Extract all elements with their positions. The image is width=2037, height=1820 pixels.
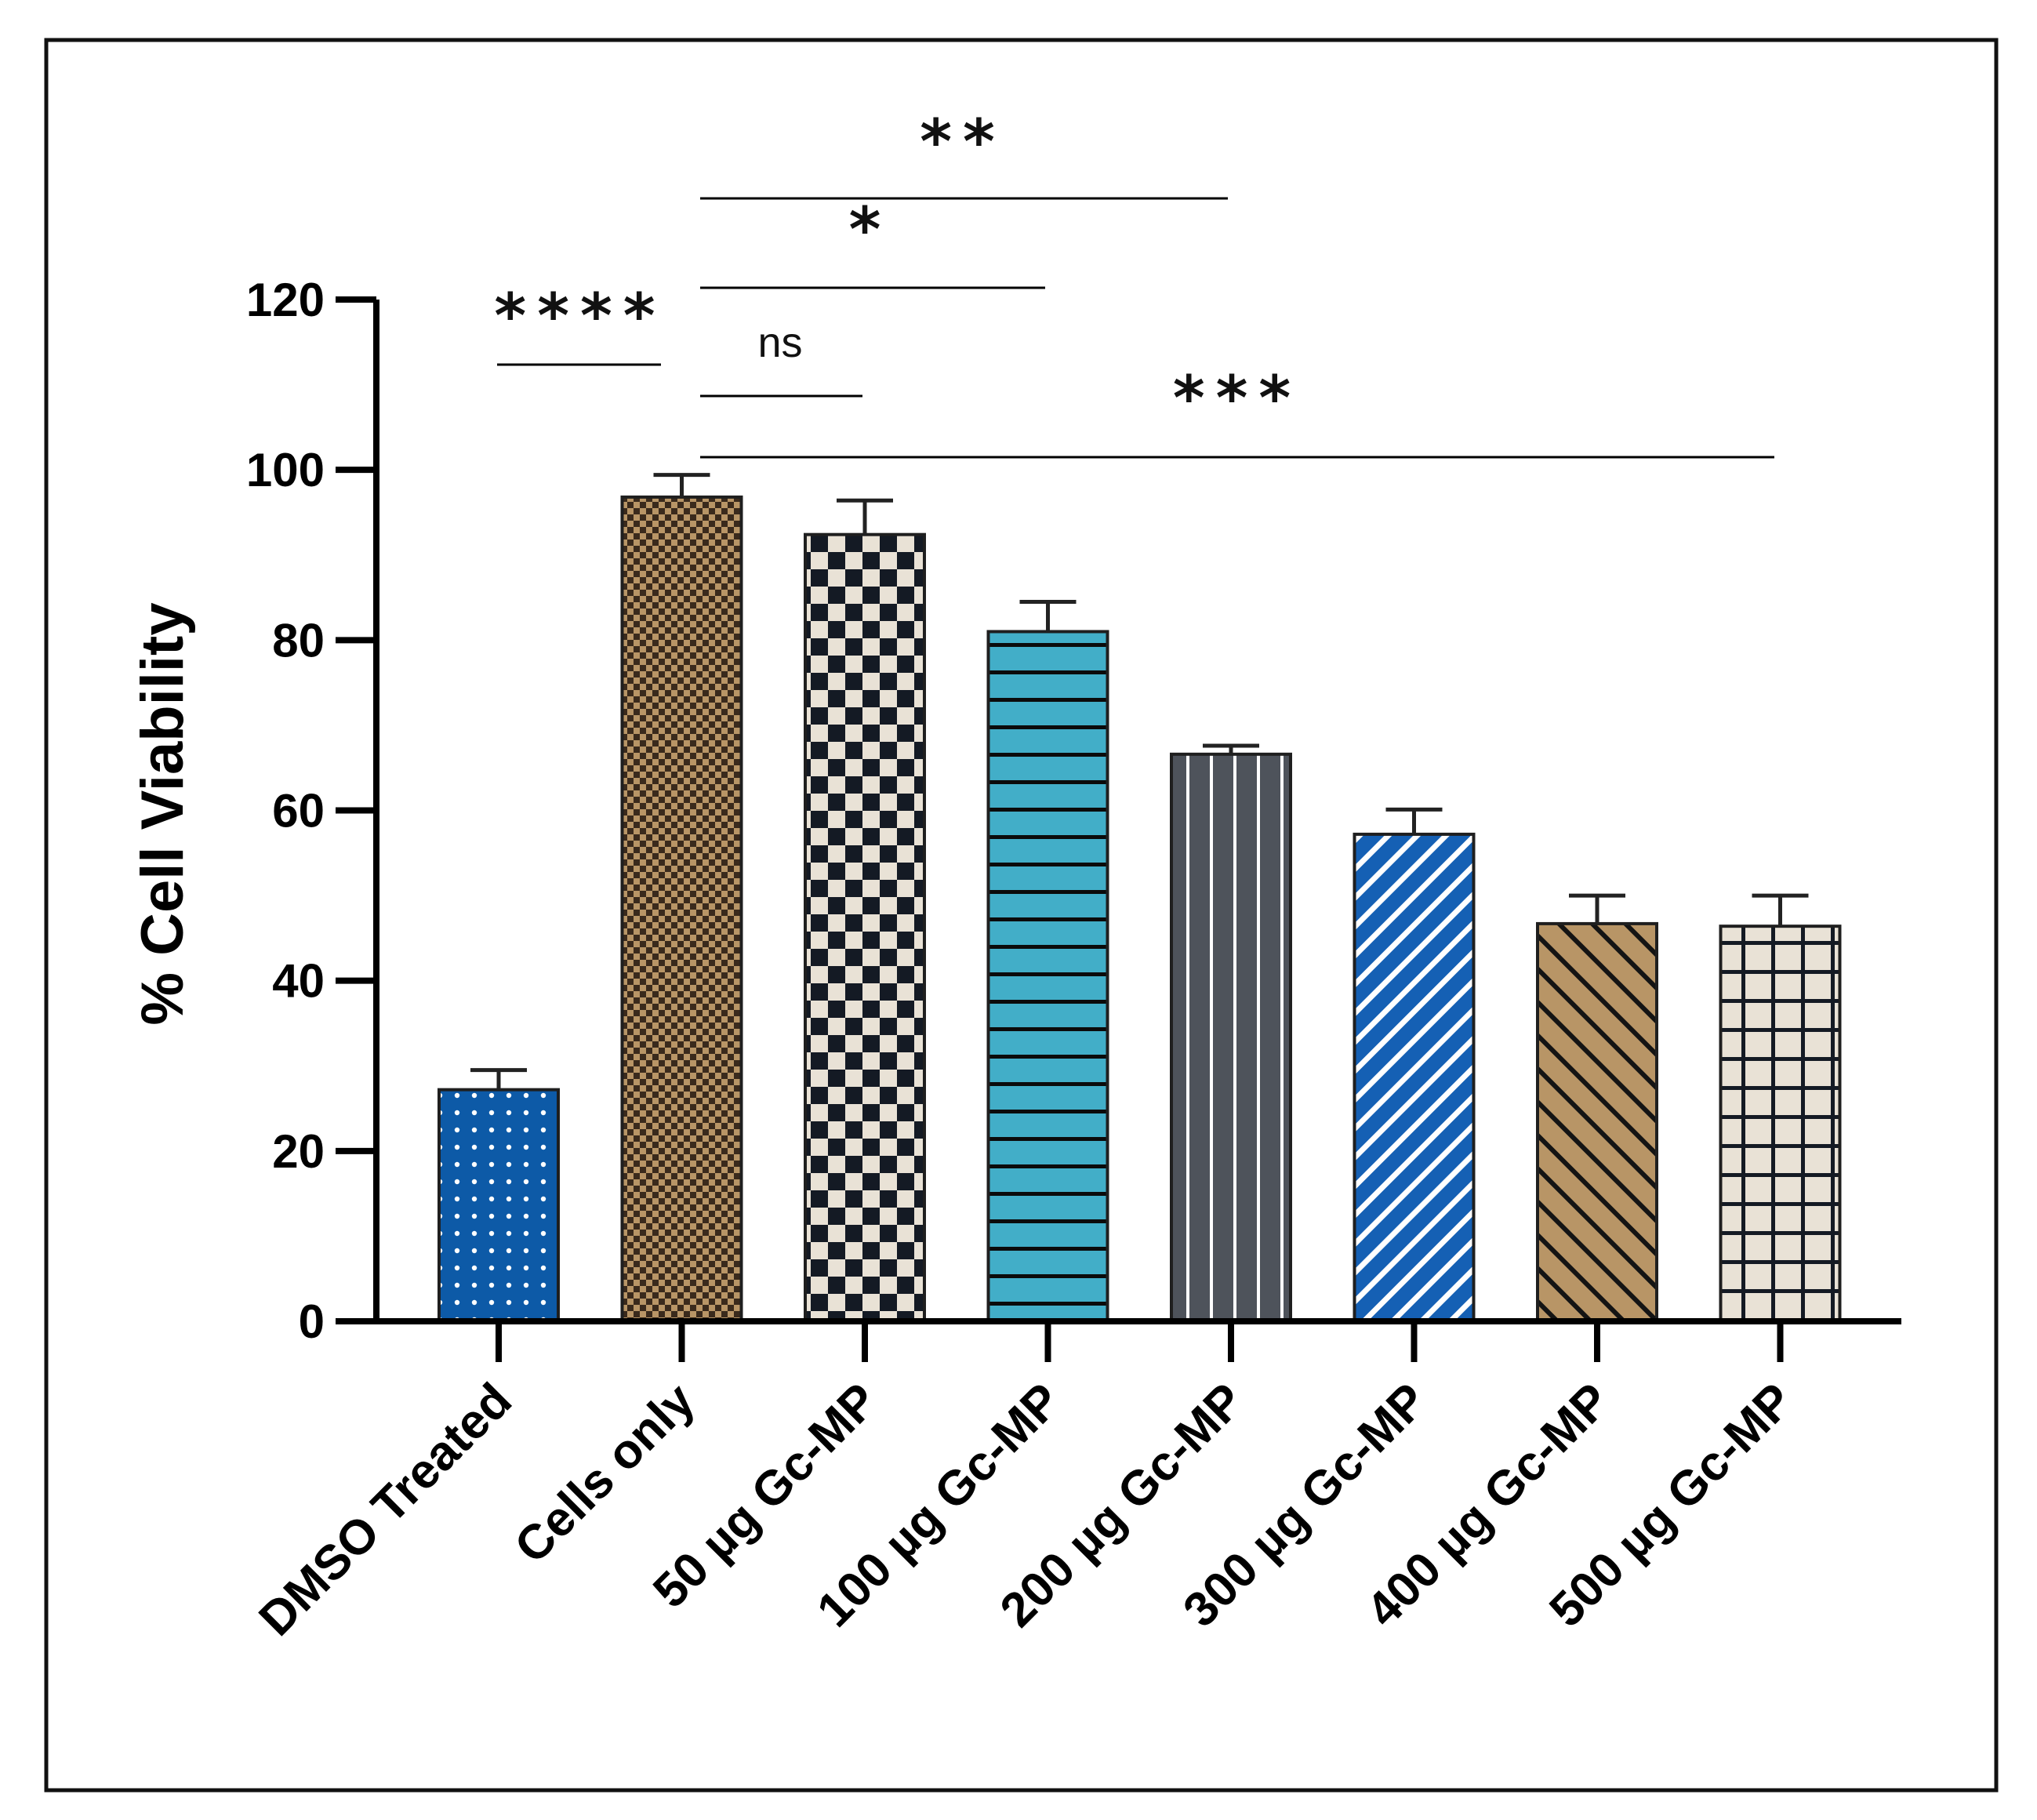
y-tick-label-20: 20 xyxy=(272,1125,325,1178)
y-tick-label-100: 100 xyxy=(246,444,325,496)
y-tick-label-120: 120 xyxy=(246,274,325,326)
y-tick-label-80: 80 xyxy=(272,614,325,667)
bar-3 xyxy=(986,630,1109,1323)
x-tick-label-0: DMSO Treated xyxy=(249,1373,521,1646)
significance-label-2: * xyxy=(849,195,892,266)
significance-annotations: **** ns****** xyxy=(494,107,1774,459)
significance-label-1: ns xyxy=(757,319,802,366)
bar-2 xyxy=(804,532,926,1323)
bar-7 xyxy=(1719,925,1842,1323)
bar-0 xyxy=(438,1088,560,1323)
x-tick-label-1: Cells only xyxy=(505,1373,706,1574)
y-tick-label-60: 60 xyxy=(272,785,325,837)
significance-label-4: *** xyxy=(1173,364,1302,434)
bar-5 xyxy=(1353,832,1476,1323)
significance-label-0: **** xyxy=(494,282,666,352)
figure-frame xyxy=(44,38,1999,1793)
y-tick-label-40: 40 xyxy=(272,955,325,1008)
significance-label-3: ** xyxy=(920,107,1006,178)
bars xyxy=(438,495,1842,1324)
bar-6 xyxy=(1536,921,1658,1324)
bar-1 xyxy=(620,495,743,1323)
y-tick-label-0: 0 xyxy=(299,1295,325,1348)
axes xyxy=(373,300,1901,1324)
error-bars xyxy=(470,473,1809,1090)
y-axis-title: % Cell Viability xyxy=(129,602,196,1025)
bar-4 xyxy=(1170,752,1292,1323)
y-ticks: 0 20 40 60 80 100 120 xyxy=(246,274,376,1348)
